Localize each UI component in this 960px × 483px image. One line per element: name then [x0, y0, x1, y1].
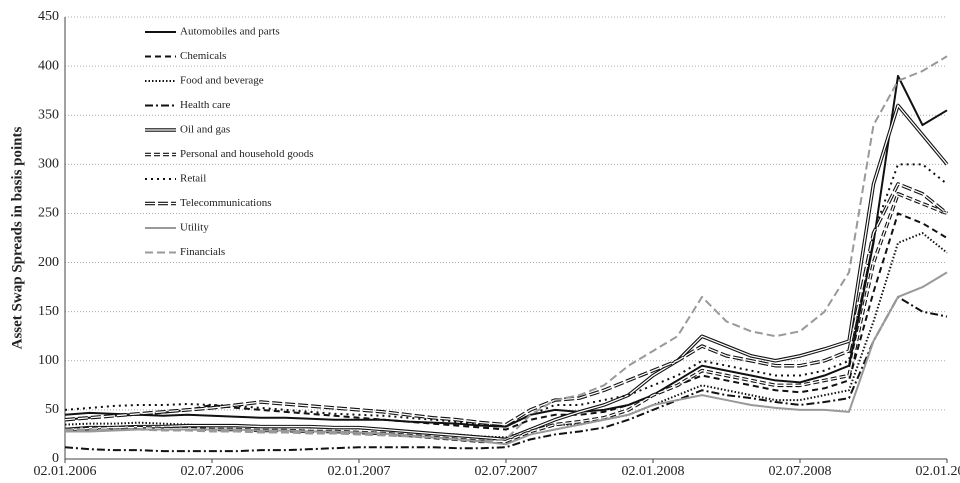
- series-line-inner: [64, 183, 948, 426]
- y-tick-label: 450: [38, 9, 59, 24]
- x-tick-label: 02.01.2009: [916, 464, 960, 479]
- x-tick-label: 02.07.2008: [769, 464, 832, 479]
- legend-label: Chemicals: [180, 50, 226, 62]
- y-tick-label: 400: [38, 58, 59, 73]
- legend-label: Personal and household goods: [180, 148, 314, 160]
- legend-label: Health care: [180, 99, 230, 111]
- legend-label: Oil and gas: [180, 124, 230, 136]
- y-axis-label: Asset Swap Spreads in basis points: [9, 126, 25, 349]
- legend-label: Automobiles and parts: [180, 26, 280, 38]
- legend-label: Food and beverage: [180, 75, 264, 87]
- x-tick-label: 02.07.2007: [475, 464, 538, 479]
- series-line: [65, 55, 948, 443]
- y-tick-label: 150: [38, 304, 59, 319]
- y-tick-label: 0: [52, 451, 59, 466]
- series-line: [64, 74, 948, 428]
- x-tick-label: 02.01.2008: [622, 464, 685, 479]
- y-tick-label: 300: [38, 157, 59, 172]
- y-tick-label: 100: [38, 353, 59, 368]
- y-tick-label: 50: [45, 402, 59, 417]
- x-tick-label: 02.07.2006: [181, 464, 244, 479]
- series-line: [64, 163, 948, 428]
- x-tick-label: 02.01.2006: [34, 464, 97, 479]
- y-tick-label: 350: [38, 107, 59, 122]
- series-line: [65, 271, 948, 446]
- x-tick-label: 02.01.2007: [328, 464, 391, 479]
- legend-label: Financials: [180, 246, 225, 258]
- legend-label: Utility: [180, 222, 209, 234]
- series-line-inner: [64, 104, 948, 441]
- series-line: [64, 295, 948, 453]
- y-tick-label: 200: [38, 255, 59, 270]
- series-line: [64, 232, 948, 439]
- legend-label: Telecommunications: [180, 197, 271, 209]
- legend-label: Retail: [180, 173, 206, 185]
- series-line: [64, 182, 949, 427]
- series-line: [64, 212, 948, 431]
- y-tick-label: 250: [38, 206, 59, 221]
